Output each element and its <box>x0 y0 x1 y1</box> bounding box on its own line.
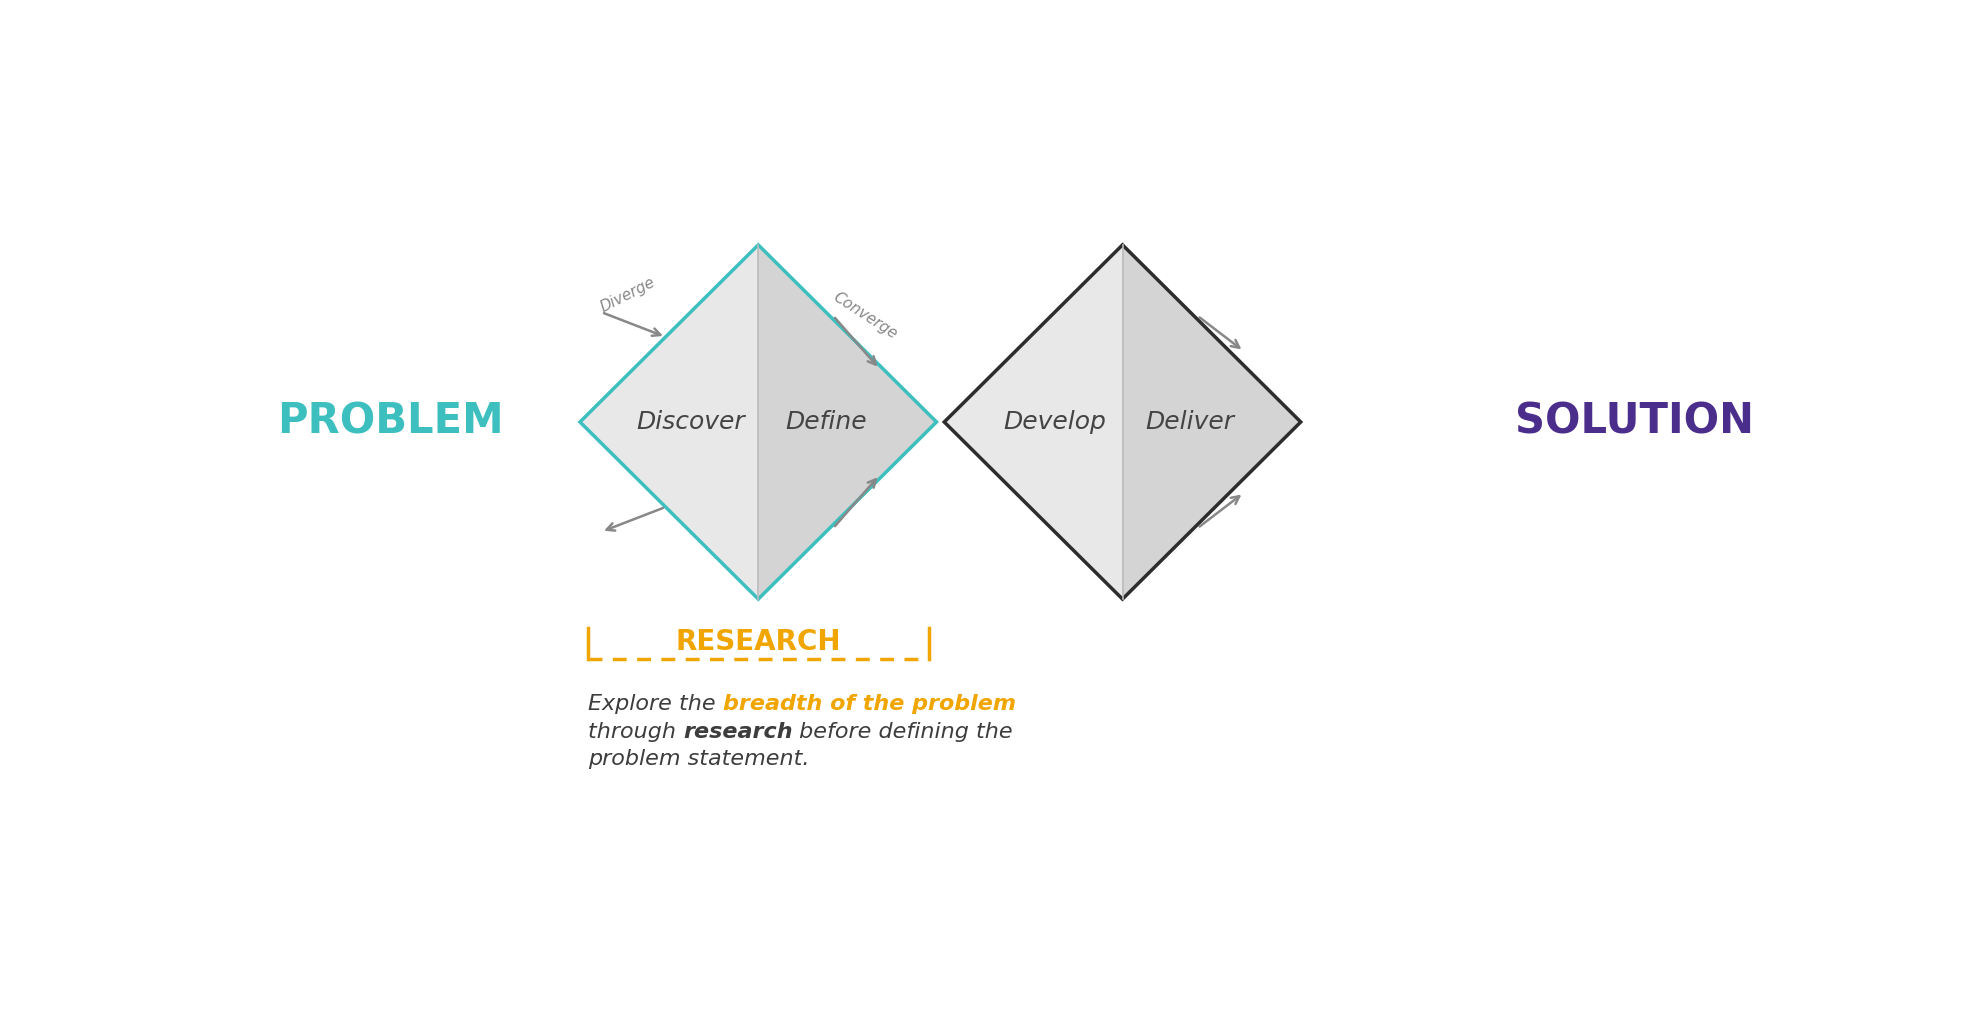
Text: Converge: Converge <box>831 289 900 342</box>
Polygon shape <box>1123 244 1300 599</box>
Text: through: through <box>588 722 683 741</box>
Text: Diverge: Diverge <box>598 274 657 314</box>
Text: SOLUTION: SOLUTION <box>1513 401 1752 443</box>
Text: Develop: Develop <box>1002 410 1105 434</box>
Polygon shape <box>758 244 935 599</box>
Text: RESEARCH: RESEARCH <box>675 629 840 656</box>
Text: Discover: Discover <box>635 410 744 434</box>
Text: Define: Define <box>785 410 866 434</box>
Text: before defining the: before defining the <box>791 722 1012 741</box>
Text: research: research <box>683 722 791 741</box>
Polygon shape <box>943 244 1123 599</box>
Polygon shape <box>580 244 758 599</box>
Text: breadth of the problem: breadth of the problem <box>722 694 1014 714</box>
Text: Explore the: Explore the <box>588 694 722 714</box>
Text: Deliver: Deliver <box>1144 410 1233 434</box>
Text: problem statement.: problem statement. <box>588 749 809 770</box>
Text: PROBLEM: PROBLEM <box>276 401 503 443</box>
